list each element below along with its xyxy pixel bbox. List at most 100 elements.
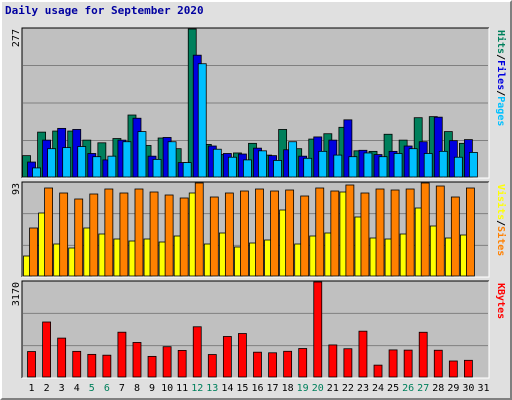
bar-kbytes-day-2: [42, 321, 51, 378]
x-tick-day-13: 13: [206, 383, 218, 394]
bar-kbytes-day-28: [433, 349, 443, 378]
bar-kbytes-day-7: [117, 331, 127, 378]
bar-pages-day-9: [152, 158, 162, 178]
bar-pages-day-7: [122, 141, 132, 178]
bar-kbytes-day-11: [177, 350, 187, 378]
bar-kbytes-day-16: [253, 351, 262, 378]
bar-sites-day-11: [179, 197, 189, 277]
bar-sites-day-24: [375, 188, 385, 277]
x-tick-day-26: 26: [402, 383, 414, 394]
bar-kbytes-day-26: [403, 349, 413, 378]
panel-max-label: 3170: [11, 282, 22, 306]
x-tick-day-30: 30: [462, 383, 474, 394]
bar-kbytes-day-17: [268, 352, 277, 378]
x-tick-day-7: 7: [119, 383, 125, 394]
bar-kbytes-day-29: [448, 360, 458, 378]
x-tick-day-16: 16: [251, 383, 263, 394]
bar-kbytes-day-15: [238, 333, 247, 378]
bar-pages-day-14: [227, 156, 237, 178]
bar-sites-day-1: [29, 227, 38, 277]
bar-kbytes-day-21: [328, 344, 338, 378]
bar-pages-day-10: [167, 141, 177, 178]
x-tick-day-24: 24: [372, 383, 384, 394]
legend-pages: Pages: [495, 96, 506, 126]
bar-pages-day-20: [318, 150, 328, 178]
bar-sites-day-30: [466, 187, 475, 277]
bar-kbytes-day-10: [162, 346, 172, 378]
chart-title: Daily usage for September 2020: [5, 4, 204, 17]
bar-sites-day-7: [119, 192, 129, 277]
x-tick-day-1: 1: [29, 383, 35, 394]
legend-kbytes: KBytes: [495, 283, 506, 319]
bar-kbytes-day-3: [57, 337, 67, 378]
bar-pages-day-22: [348, 156, 358, 178]
x-tick-day-22: 22: [342, 383, 354, 394]
bar-sites-day-4: [74, 198, 84, 277]
series-files: [27, 54, 473, 178]
series-sites: [29, 182, 475, 277]
panel-legend: Visits/Sites: [495, 184, 507, 256]
panel-border-dark: [21, 181, 489, 277]
x-tick-day-4: 4: [74, 383, 80, 394]
legend-files: Files: [495, 60, 507, 90]
bar-sites-day-22: [345, 184, 355, 277]
bar-sites-day-13: [209, 196, 219, 277]
x-tick-day-15: 15: [236, 383, 248, 394]
bar-pages-day-23: [363, 152, 373, 178]
bar-sites-day-23: [360, 192, 370, 277]
bar-sites-day-29: [450, 196, 460, 277]
panel-border-dark: [21, 27, 489, 178]
x-tick-day-28: 28: [432, 383, 444, 394]
bar-pages-day-15: [243, 159, 252, 178]
bar-sites-day-14: [224, 192, 234, 277]
bar-kbytes-day-8: [132, 342, 142, 378]
bar-sites-day-17: [270, 190, 279, 277]
bar-kbytes-day-18: [283, 350, 293, 378]
bar-sites-day-20: [315, 187, 325, 277]
bar-sites-day-27: [420, 182, 430, 277]
bar-kbytes-day-4: [72, 350, 82, 378]
panel-1: 277 Hits/Files/Pages: [11, 27, 507, 179]
x-tick-day-31: 31: [477, 383, 489, 394]
series-kbytes: [27, 281, 473, 378]
series-hits: [22, 28, 468, 178]
bar-sites-day-25: [390, 189, 400, 277]
bar-kbytes-day-9: [147, 355, 157, 378]
legend-separator: /: [495, 220, 506, 226]
bar-pages-day-18: [288, 141, 298, 178]
x-tick-day-25: 25: [387, 383, 399, 394]
bar-pages-day-6: [107, 155, 117, 178]
x-tick-day-8: 8: [134, 383, 140, 394]
bar-kbytes-day-19: [298, 348, 308, 378]
bar-sites-day-12: [194, 182, 204, 277]
bar-pages-day-19: [303, 157, 313, 178]
bar-pages-day-24: [378, 156, 388, 178]
legend-separator: /: [495, 90, 506, 96]
bar-sites-day-16: [255, 188, 264, 277]
bar-sites-day-19: [300, 195, 310, 277]
bar-sites-day-21: [330, 190, 340, 277]
bar-kbytes-day-5: [87, 353, 97, 378]
panel-2: 93 Visits/Sites: [11, 181, 507, 278]
bar-sites-day-10: [164, 194, 174, 277]
bar-pages-day-8: [137, 131, 147, 178]
x-tick-day-17: 17: [267, 383, 279, 394]
x-tick-day-23: 23: [357, 383, 369, 394]
x-tick-day-27: 27: [417, 383, 429, 394]
bar-sites-day-8: [134, 188, 144, 277]
bar-sites-day-28: [435, 185, 445, 277]
bar-pages-day-17: [273, 160, 282, 178]
panel-border-dark: [21, 280, 489, 378]
panel-border-light: [22, 281, 490, 379]
bar-kbytes-day-23: [358, 330, 368, 378]
x-tick-day-19: 19: [297, 383, 309, 394]
panel-border-light: [22, 28, 490, 179]
series-pages: [32, 63, 478, 178]
bar-pages-day-12: [197, 63, 207, 178]
bar-sites-day-2: [44, 187, 53, 277]
x-tick-day-2: 2: [44, 383, 50, 394]
panel-3: 3170 KBytes: [11, 280, 506, 379]
bar-kbytes-day-14: [222, 336, 232, 378]
x-tick-day-29: 29: [447, 383, 459, 394]
